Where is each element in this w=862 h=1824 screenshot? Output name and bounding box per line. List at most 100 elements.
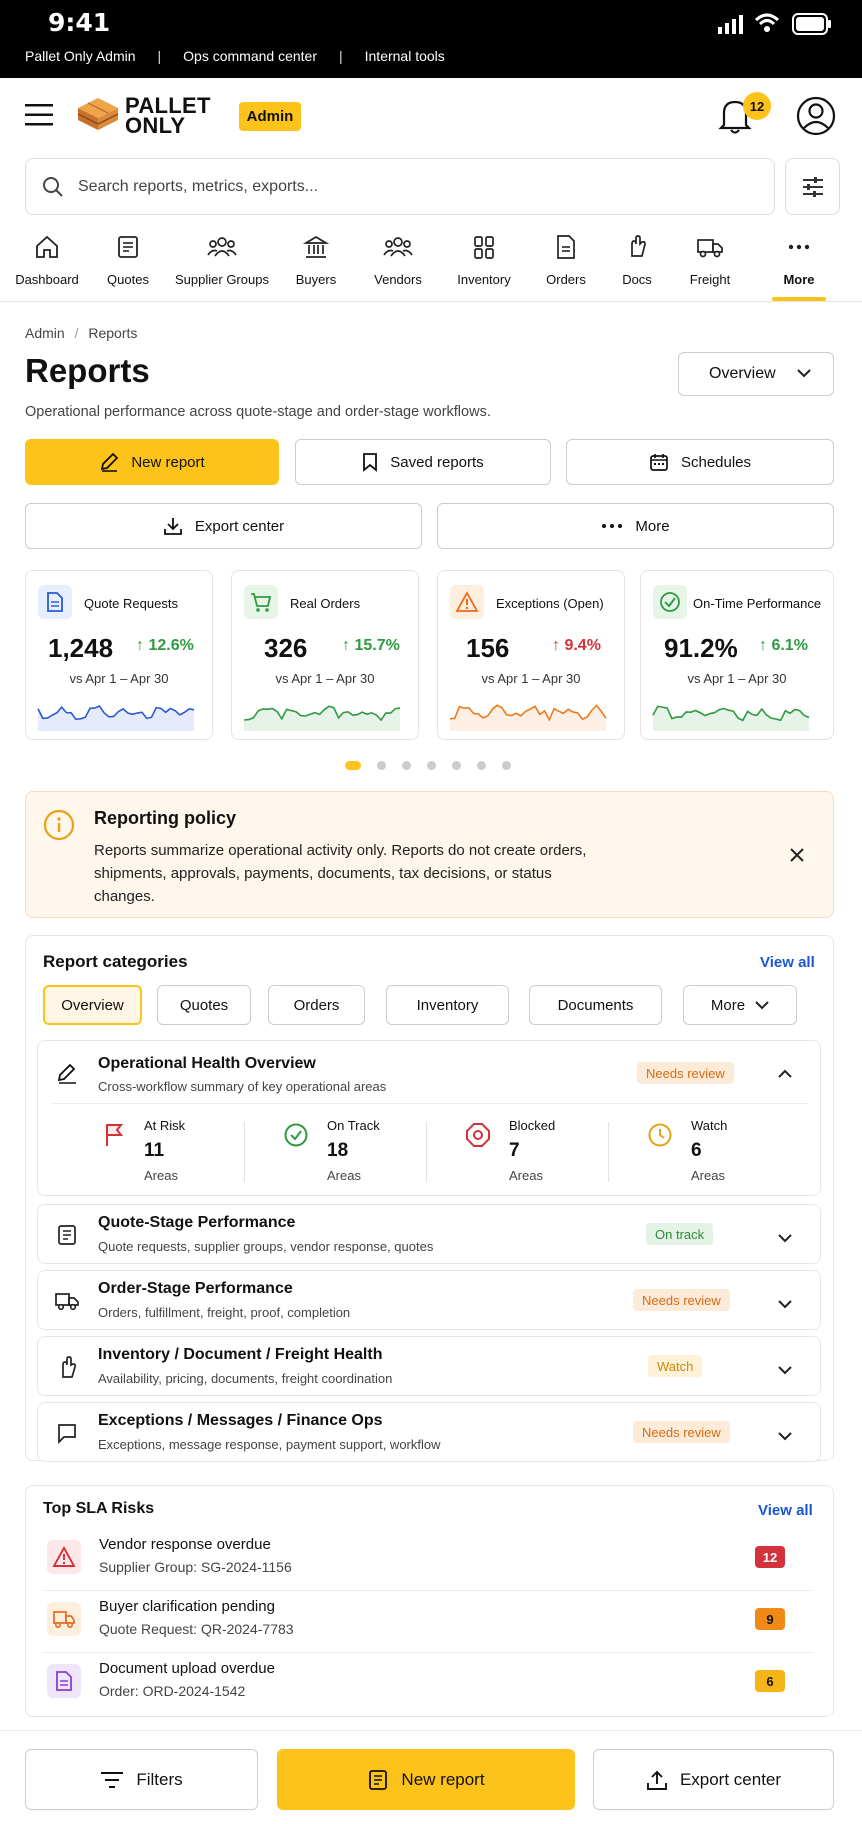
operational-health-card[interactable]: Operational Health Overview Cross-workfl… xyxy=(37,1040,821,1196)
category-row-exceptions[interactable]: Exceptions / Messages / Finance Ops Exce… xyxy=(37,1402,821,1462)
bookmark-icon xyxy=(363,453,378,472)
chip-quotes[interactable]: Quotes xyxy=(157,985,251,1025)
chevron-down-icon[interactable] xyxy=(778,1362,792,1380)
battery-icon xyxy=(792,13,832,40)
search-input[interactable] xyxy=(78,159,758,214)
chip-documents[interactable]: Documents xyxy=(529,985,662,1025)
kpi-card-on-time[interactable]: On-Time Performance 91.2% ↑ 6.1% vs Apr … xyxy=(640,570,834,740)
kpi-card-real-orders[interactable]: Real Orders 326 ↑ 15.7% vs Apr 1 – Apr 3… xyxy=(231,570,419,740)
stat-unit: Areas xyxy=(327,1168,361,1183)
bottom-export-center-button[interactable]: Export center xyxy=(593,1749,834,1810)
nav-label: Orders xyxy=(546,272,586,287)
bottom-new-report-button[interactable]: New report xyxy=(277,1749,575,1810)
schedules-button[interactable]: Schedules xyxy=(566,439,834,485)
download-icon xyxy=(163,518,182,535)
divider xyxy=(608,1122,609,1182)
sparkline-area xyxy=(244,706,400,731)
category-row-order-stage[interactable]: Order-Stage Performance Orders, fulfillm… xyxy=(37,1270,821,1330)
sla-row[interactable]: Vendor response overdue Supplier Group: … xyxy=(43,1526,813,1588)
filters-button[interactable]: Filters xyxy=(25,1749,258,1810)
inventory-icon xyxy=(471,230,497,264)
status-badge: On track xyxy=(646,1223,714,1245)
nav-item-quotes[interactable]: Quotes xyxy=(100,230,156,302)
nav-item-docs[interactable]: Docs xyxy=(612,230,662,302)
carousel-dot[interactable] xyxy=(502,761,511,770)
sparkline-line xyxy=(243,705,401,722)
sla-subtitle: Quote Request: QR-2024-7783 xyxy=(99,1621,294,1637)
saved-reports-button[interactable]: Saved reports xyxy=(295,439,551,485)
health-subtitle: Cross-workflow summary of key operationa… xyxy=(98,1079,387,1094)
carousel-dot[interactable] xyxy=(477,761,486,770)
logo-line-2: ONLY xyxy=(125,113,186,138)
sla-row[interactable]: Buyer clarification pending Quote Reques… xyxy=(43,1588,813,1650)
upload-icon xyxy=(646,1770,667,1790)
reporting-policy-banner: Reporting policy Reports summarize opera… xyxy=(25,791,834,918)
chevron-down-icon[interactable] xyxy=(778,1428,792,1446)
sparkline-line xyxy=(449,704,607,722)
chevron-down-icon xyxy=(755,1001,769,1010)
nav-item-inventory[interactable]: Inventory xyxy=(450,230,518,302)
carousel-dot[interactable] xyxy=(402,761,411,770)
more-actions-button[interactable]: More xyxy=(437,503,834,549)
nav-item-orders[interactable]: Orders xyxy=(538,230,594,302)
sla-row[interactable]: Document upload overdue Order: ORD-2024-… xyxy=(43,1650,813,1712)
breadcrumb-separator: / xyxy=(74,325,79,341)
check-circle-icon xyxy=(283,1122,309,1153)
nav-item-more[interactable]: More xyxy=(772,230,826,302)
nav-item-supplier-groups[interactable]: Supplier Groups xyxy=(172,230,272,302)
brand-logo: PALLET ONLY xyxy=(125,95,211,138)
chip-overview[interactable]: Overview xyxy=(43,985,142,1025)
export-center-button[interactable]: Export center xyxy=(25,503,422,549)
kpi-card-quote-requests[interactable]: Quote Requests 1,248 ↑ 12.6% vs Apr 1 – … xyxy=(25,570,213,740)
breadcrumb-admin[interactable]: Admin xyxy=(25,325,65,341)
view-select[interactable]: Overview xyxy=(678,352,834,396)
carousel-dot[interactable] xyxy=(377,761,386,770)
carousel-dot[interactable] xyxy=(345,761,361,770)
pencil-icon xyxy=(101,452,119,472)
filter-settings-button[interactable] xyxy=(785,158,840,215)
new-report-button[interactable]: New report xyxy=(25,439,279,485)
chip-orders[interactable]: Orders xyxy=(268,985,365,1025)
hamburger-menu-icon[interactable] xyxy=(25,104,53,131)
category-row-inventory-health[interactable]: Inventory / Document / Freight Health Av… xyxy=(37,1336,821,1396)
section-title: Top SLA Risks xyxy=(43,1500,155,1517)
row-subtitle: Quote requests, supplier groups, vendor … xyxy=(98,1239,434,1254)
sparkline-line xyxy=(652,705,810,722)
view-select-label: Overview xyxy=(709,365,776,382)
nav-item-buyers[interactable]: Buyers xyxy=(288,230,344,302)
close-icon[interactable] xyxy=(789,847,805,868)
user-avatar-icon[interactable] xyxy=(796,96,836,141)
nav-item-freight[interactable]: Freight xyxy=(682,230,738,302)
chip-inventory[interactable]: Inventory xyxy=(386,985,509,1025)
carousel-dot[interactable] xyxy=(427,761,436,770)
nav-item-vendors[interactable]: Vendors xyxy=(368,230,428,302)
chip-more-label: More xyxy=(710,996,746,1014)
docs-hand-icon xyxy=(624,230,650,264)
nav-label: Vendors xyxy=(374,272,422,287)
view-all-link[interactable]: View all xyxy=(760,954,815,971)
kpi-change: ↑ 12.6% xyxy=(136,637,194,654)
home-icon xyxy=(34,230,60,264)
pencil-icon xyxy=(56,1063,78,1090)
nav-item-dashboard[interactable]: Dashboard xyxy=(10,230,84,302)
status-badge: Needs review xyxy=(633,1289,730,1311)
sla-title: Vendor response overdue xyxy=(99,1536,271,1553)
chevron-down-icon xyxy=(797,369,811,378)
chevron-down-icon[interactable] xyxy=(778,1296,792,1314)
category-row-quote-stage[interactable]: Quote-Stage Performance Quote requests, … xyxy=(37,1204,821,1264)
document-icon xyxy=(47,1664,81,1698)
chevron-down-icon[interactable] xyxy=(778,1230,792,1248)
chevron-up-icon[interactable] xyxy=(778,1066,792,1084)
carousel-dot[interactable] xyxy=(452,761,461,770)
nav-label: Supplier Groups xyxy=(175,272,269,287)
kpi-change: ↑ 9.4% xyxy=(552,637,601,654)
stat-value: 11 xyxy=(144,1140,165,1161)
divider xyxy=(244,1122,245,1182)
kpi-card-exceptions[interactable]: Exceptions (Open) 156 ↑ 9.4% vs Apr 1 – … xyxy=(437,570,625,740)
view-all-link[interactable]: View all xyxy=(758,1502,813,1519)
chip-more[interactable]: More xyxy=(683,985,797,1025)
quote-document-icon xyxy=(38,585,72,619)
truck-icon xyxy=(696,230,724,264)
sparkline-area xyxy=(38,706,194,731)
row-subtitle: Exceptions, message response, payment su… xyxy=(98,1437,441,1452)
